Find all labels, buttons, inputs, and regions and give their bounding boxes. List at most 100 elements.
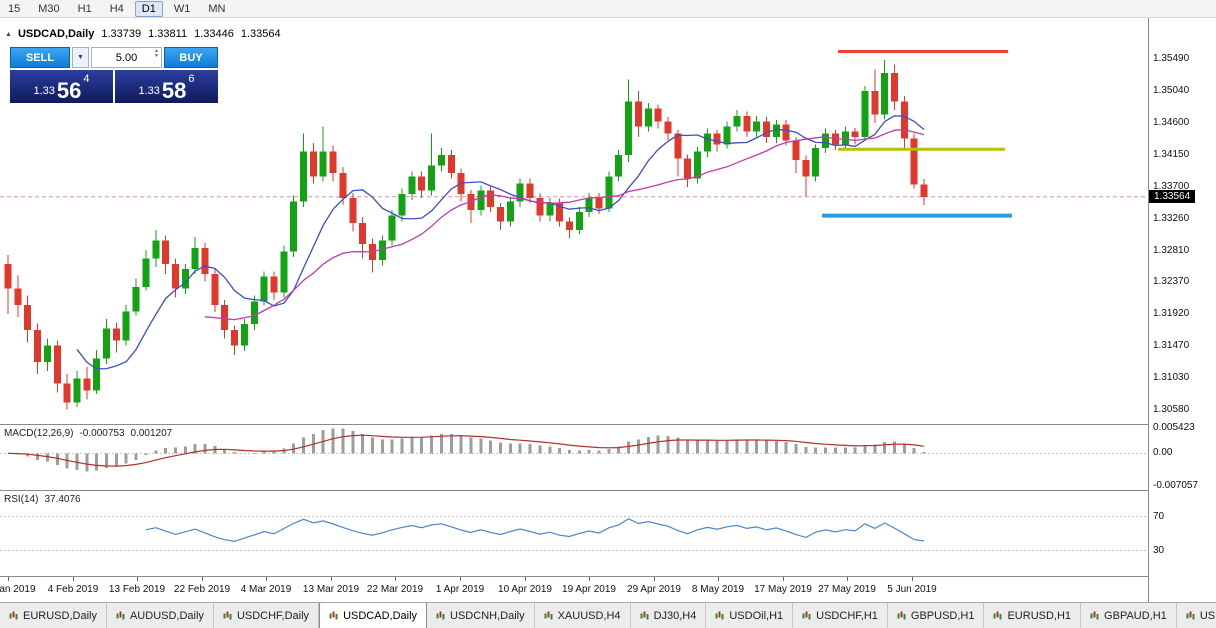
trade-options-dropdown[interactable]: ▼ bbox=[72, 47, 89, 68]
ask-point: 6 bbox=[188, 73, 195, 85]
chart-tab-dj30-h4[interactable]: DJ30,H4 bbox=[631, 603, 707, 628]
candle-down bbox=[910, 138, 918, 185]
chart-tab-label: USDCHF,H1 bbox=[816, 609, 878, 622]
chart-icon bbox=[993, 611, 1002, 620]
chart-tab-usdoil-h1[interactable]: USDOil,H1 bbox=[706, 603, 794, 628]
oneclick-collapse-icon[interactable]: ▲ bbox=[5, 30, 12, 38]
timeframe-button-w1[interactable]: W1 bbox=[173, 2, 191, 15]
candle-down bbox=[447, 155, 455, 173]
spinner-down-icon[interactable]: ▼ bbox=[154, 53, 159, 59]
candle-down bbox=[900, 101, 908, 139]
candle-up bbox=[822, 133, 829, 148]
chart-tab-label: GBPUSD,H1 bbox=[910, 609, 975, 622]
ohlc-high: 1.33811 bbox=[148, 28, 188, 40]
buy-button[interactable]: BUY bbox=[164, 47, 218, 68]
macd-axis-label: 0.005423 bbox=[1153, 422, 1195, 433]
chart-window[interactable]: ▲ USDCAD,Daily 1.33739 1.33811 1.33446 1… bbox=[0, 18, 1216, 602]
candle-down bbox=[595, 197, 603, 209]
candle-down bbox=[309, 151, 317, 177]
price-axis-label: 1.32810 bbox=[1153, 244, 1190, 256]
price-axis-border bbox=[1148, 18, 1149, 602]
candle-down bbox=[713, 133, 721, 145]
timeframe-button-d1[interactable]: D1 bbox=[134, 0, 163, 17]
chart-tab-usdcad-daily[interactable]: USDCAD,Daily bbox=[319, 603, 428, 628]
timeframe-button-h4[interactable]: H4 bbox=[109, 2, 124, 15]
candle-up bbox=[506, 201, 514, 222]
candle-down bbox=[112, 328, 120, 341]
volume-input[interactable]: 5.00 ▲ ▼ bbox=[91, 47, 162, 68]
macd-signal-line bbox=[7, 434, 925, 467]
timeframe-button-m30[interactable]: M30 bbox=[38, 2, 60, 15]
date-label: 22 Feb 2019 bbox=[173, 584, 231, 595]
timeframe-button-15[interactable]: 15 bbox=[8, 2, 21, 15]
candle-up bbox=[280, 251, 288, 293]
ask-big-figure: 1.33 bbox=[138, 85, 160, 97]
spinner-up-icon[interactable]: ▲ bbox=[154, 48, 159, 54]
candles-layer bbox=[4, 60, 928, 410]
sell-button[interactable]: SELL bbox=[10, 47, 70, 68]
chart-tab-eurusd-daily[interactable]: EURUSD,Daily bbox=[0, 603, 107, 628]
rsi-line bbox=[145, 518, 925, 543]
bid-price-box[interactable]: 1.33 56 4 bbox=[10, 70, 113, 103]
candle-down bbox=[743, 115, 751, 132]
chart-tab-gbpaud-h1[interactable]: GBPAUD,H1 bbox=[1081, 603, 1177, 628]
candle-down bbox=[487, 190, 495, 208]
candle-up bbox=[103, 328, 110, 359]
rsi-axis-label: 30 bbox=[1153, 544, 1165, 556]
date-label: 10 Apr 2019 bbox=[498, 584, 552, 595]
date-label: 19 Apr 2019 bbox=[562, 584, 616, 595]
main-price-chart[interactable] bbox=[0, 18, 1148, 424]
candle-down bbox=[53, 345, 61, 384]
timeframe-button-h1[interactable]: H1 bbox=[77, 2, 92, 15]
candle-down bbox=[634, 101, 642, 127]
chart-tab-usdcnh-daily[interactable]: USDCNH,Daily bbox=[427, 603, 535, 628]
candle-down bbox=[802, 160, 810, 177]
candle-down bbox=[654, 108, 662, 122]
chart-tab-gbpusd-h1[interactable]: GBPUSD,H1 bbox=[888, 603, 985, 628]
date-label: 25 Jan 2019 bbox=[0, 584, 36, 595]
ohlc-low: 1.33446 bbox=[194, 28, 234, 40]
price-axis-label: 1.30580 bbox=[1153, 403, 1190, 415]
date-tick bbox=[331, 577, 332, 581]
candle-down bbox=[221, 304, 229, 330]
macd-main-value: -0.000753 bbox=[79, 428, 125, 439]
price-axis-label: 1.33260 bbox=[1153, 212, 1190, 224]
chart-icon bbox=[640, 611, 649, 620]
candle-down bbox=[664, 121, 672, 134]
chart-tab-usdchf-h1[interactable]: USDCHF,H1 bbox=[793, 603, 888, 628]
candle-up bbox=[300, 151, 307, 202]
timeframe-button-mn[interactable]: MN bbox=[208, 2, 226, 15]
price-axis-label: 1.31470 bbox=[1153, 340, 1190, 352]
chart-tab-audusd-daily[interactable]: AUDUSD,Daily bbox=[107, 603, 214, 628]
ask-price-box[interactable]: 1.33 58 6 bbox=[115, 70, 218, 103]
chart-tab-eurusd-h1[interactable]: EURUSD,H1 bbox=[984, 603, 1082, 628]
date-label: 17 May 2019 bbox=[754, 584, 812, 595]
candle-up bbox=[625, 101, 632, 155]
rsi-current-value: 37.4076 bbox=[44, 494, 81, 505]
candle-down bbox=[162, 240, 170, 265]
chart-tab-xauusd-h4[interactable]: XAUUSD,H4 bbox=[535, 603, 631, 628]
candle-down bbox=[329, 151, 337, 173]
date-tick bbox=[525, 577, 526, 581]
price-axis-label: 1.33700 bbox=[1153, 181, 1190, 193]
candle-up bbox=[388, 215, 396, 241]
chart-tab-usdjp[interactable]: USDJP bbox=[1177, 603, 1216, 628]
date-label: 22 Mar 2019 bbox=[366, 584, 424, 595]
candle-down bbox=[536, 197, 544, 216]
ma-fast-line bbox=[76, 115, 925, 370]
candle-down bbox=[418, 176, 426, 191]
rsi-indicator-chart[interactable] bbox=[0, 491, 1148, 576]
date-label: 5 Jun 2019 bbox=[887, 584, 937, 595]
date-label: 29 Apr 2019 bbox=[627, 584, 681, 595]
current-price-tag: 1.33564 bbox=[1149, 189, 1196, 203]
chart-tab-usdchf-daily[interactable]: USDCHF,Daily bbox=[214, 603, 320, 628]
date-tick bbox=[137, 577, 138, 581]
volume-spinner[interactable]: ▲ ▼ bbox=[154, 49, 159, 59]
candle-down bbox=[762, 121, 770, 138]
rsi-panel-label: RSI(14) 37.4076 bbox=[4, 494, 81, 505]
candle-up bbox=[398, 194, 406, 216]
candle-up bbox=[753, 121, 761, 132]
macd-indicator-chart[interactable] bbox=[0, 425, 1148, 490]
time-axis-separator bbox=[0, 576, 1148, 577]
date-tick bbox=[718, 577, 719, 581]
